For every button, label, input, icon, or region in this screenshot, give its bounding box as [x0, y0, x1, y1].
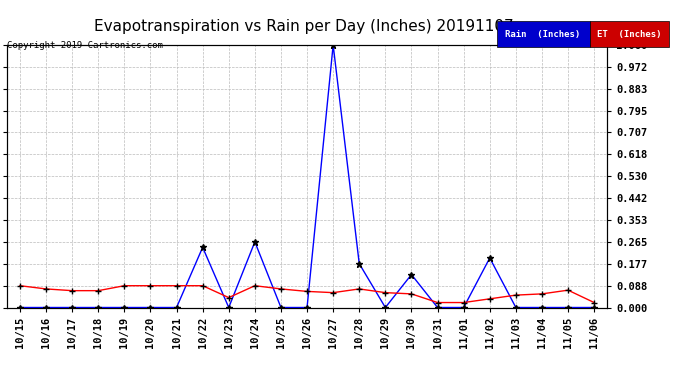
Text: Copyright 2019 Cartronics.com: Copyright 2019 Cartronics.com: [7, 41, 163, 50]
Text: Rain  (Inches): Rain (Inches): [505, 30, 581, 39]
Text: Evapotranspiration vs Rain per Day (Inches) 20191107: Evapotranspiration vs Rain per Day (Inch…: [94, 19, 513, 34]
Text: ET  (Inches): ET (Inches): [597, 30, 662, 39]
